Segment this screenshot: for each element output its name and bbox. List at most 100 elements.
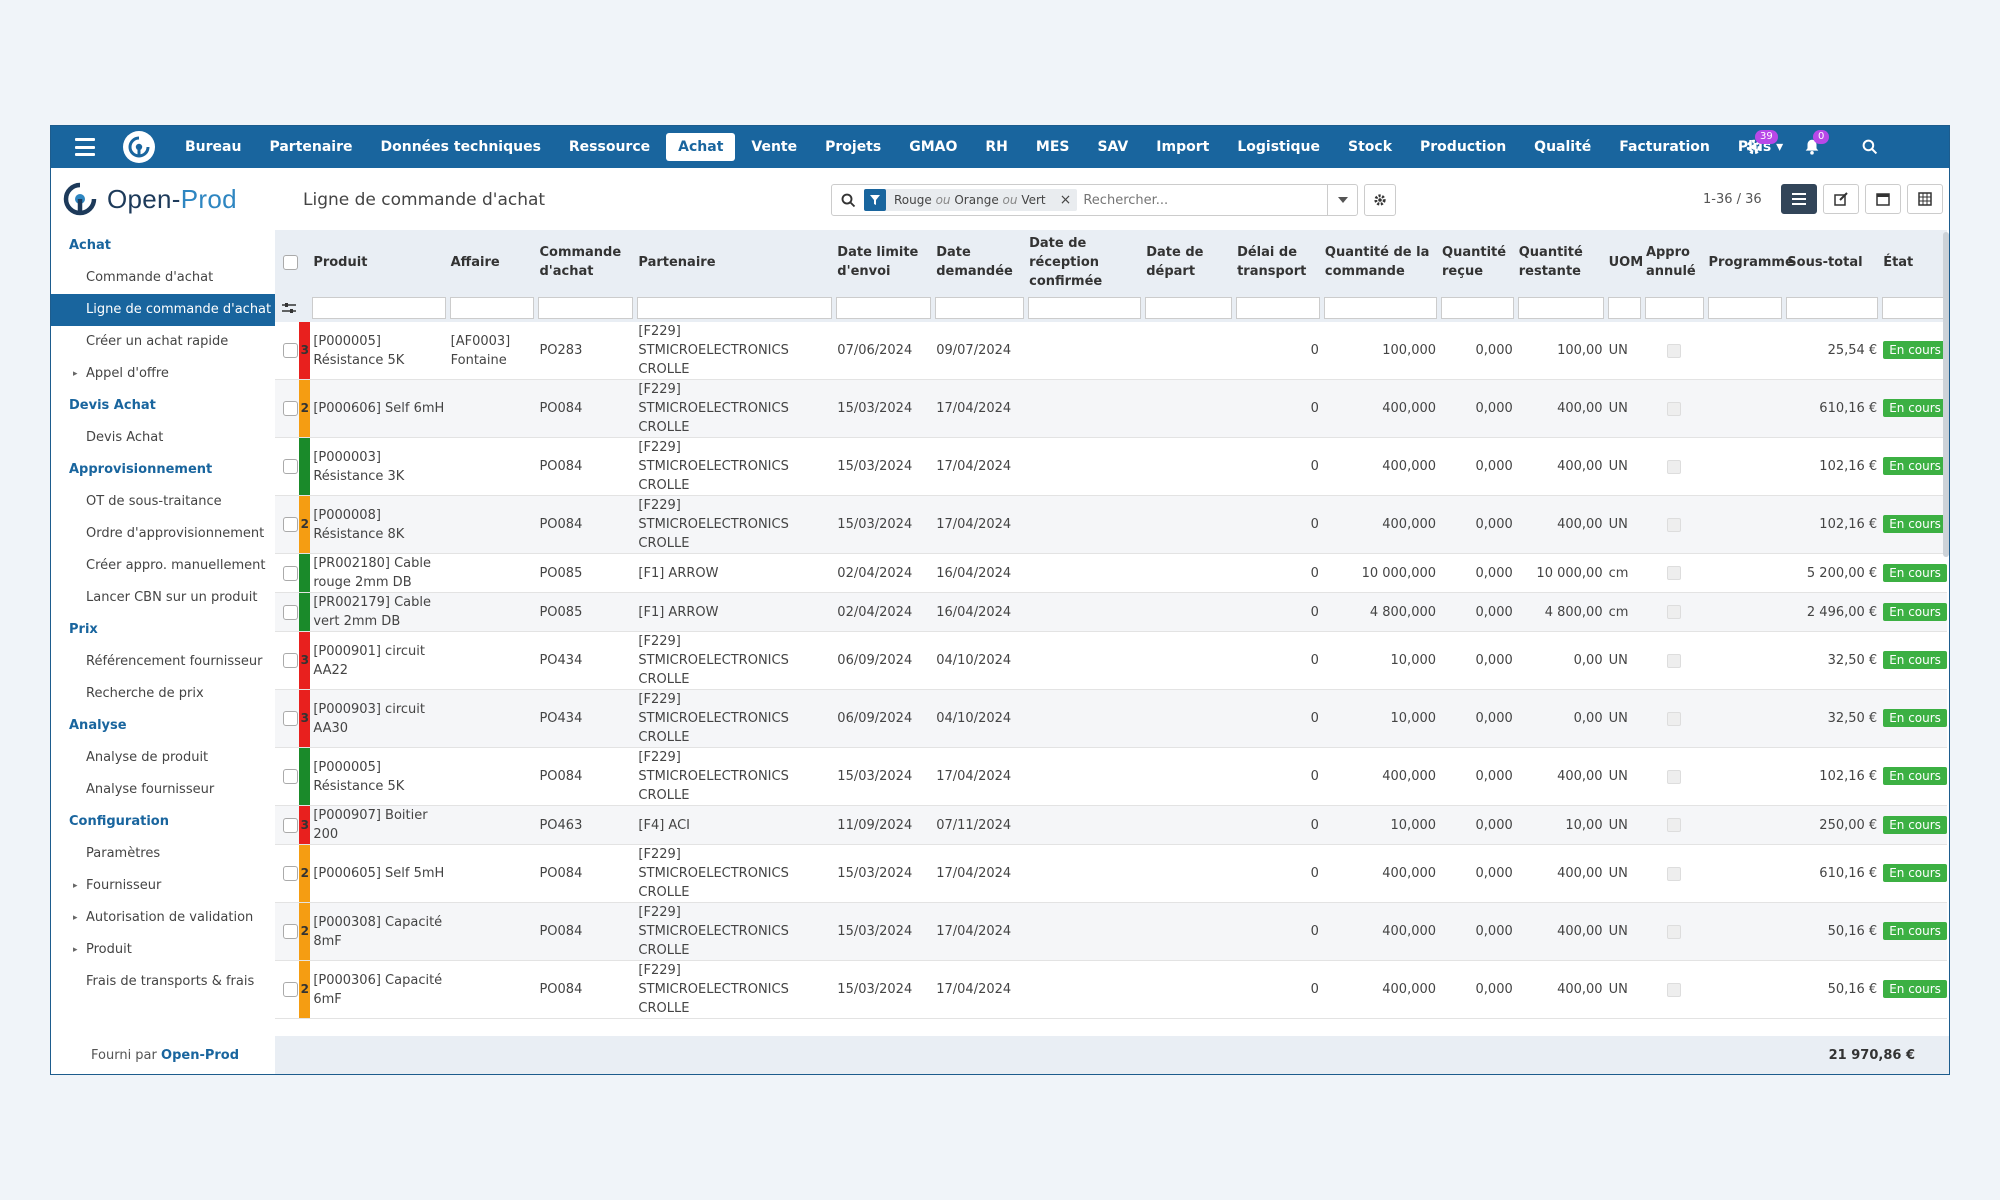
sidebar-item[interactable]: Devis Achat [51, 422, 275, 454]
row-checkbox[interactable] [283, 604, 298, 620]
sidebar-item[interactable]: OT de sous-traitance [51, 486, 275, 518]
sidebar-item[interactable]: Analyse de produit [51, 742, 275, 774]
sidebar-item[interactable]: Ligne de commande d'achat [51, 294, 275, 326]
column-header[interactable]: Quantité restante [1515, 230, 1606, 294]
menu-item[interactable]: Facturation [1619, 139, 1710, 155]
menu-item[interactable]: SAV [1097, 139, 1129, 155]
column-header[interactable]: Commande d'achat [536, 230, 636, 294]
row-checkbox[interactable] [283, 343, 298, 358]
column-header[interactable]: État [1880, 230, 1947, 294]
table-row[interactable]: 2 [P000308] Capacité 8mF PO084 [F229] STMIC… [275, 902, 1947, 961]
sidebar-item[interactable]: Créer un achat rapide [51, 326, 275, 358]
sliders-icon[interactable] [282, 302, 296, 314]
table-row[interactable]: 2 [P000606] Self 6mH PO084 [F229] STMICROEL… [275, 379, 1947, 438]
menu-item[interactable]: RH [985, 139, 1008, 155]
row-checkbox[interactable] [283, 565, 298, 581]
menu-item[interactable]: Import [1156, 139, 1210, 155]
remove-facet-icon[interactable]: × [1059, 192, 1072, 208]
search-settings-button[interactable] [1364, 184, 1396, 216]
sidebar-item[interactable]: Commande d'achat [51, 262, 275, 294]
column-filter-input[interactable] [312, 297, 446, 319]
column-filter-input[interactable] [1028, 297, 1142, 319]
menu-item[interactable]: Stock [1348, 139, 1393, 155]
column-filter-input[interactable] [1323, 297, 1438, 319]
column-header[interactable]: Quantité reçue [1439, 230, 1516, 294]
column-filter-input[interactable] [637, 297, 833, 319]
table-row[interactable]: 3 [P000901] circuit AA22 PO434 [F229] STMIC… [275, 631, 1947, 690]
form-view-button[interactable] [1823, 184, 1859, 214]
sidebar-item[interactable]: ▸ Produit [51, 934, 275, 966]
column-header[interactable]: Produit [310, 230, 448, 294]
sidebar-item[interactable]: ▸ Autorisation de validation [51, 902, 275, 934]
table-row[interactable]: [P000005] Résistance 5K PO084 [F229] STMIC… [275, 747, 1947, 806]
column-filter-input[interactable] [1707, 297, 1783, 319]
row-checkbox[interactable] [283, 982, 298, 997]
row-checkbox[interactable] [283, 653, 298, 668]
column-filter-input[interactable] [1786, 297, 1879, 319]
column-header[interactable]: Programme [1705, 230, 1794, 294]
column-filter-input[interactable] [1236, 297, 1320, 319]
search-input[interactable] [1083, 186, 1327, 214]
pivot-view-button[interactable] [1907, 184, 1943, 214]
menu-toggle-icon[interactable] [75, 138, 95, 156]
sidebar-item[interactable]: Lancer CBN sur un produit [51, 582, 275, 614]
column-header[interactable]: Date limite d'envoi [834, 230, 934, 294]
menu-item[interactable]: Vente [751, 139, 798, 155]
table-row[interactable]: 2 [P000008] Résistance 8K PO084 [F229] STMI… [275, 495, 1947, 554]
row-checkbox[interactable] [283, 866, 298, 881]
row-checkbox[interactable] [283, 924, 298, 939]
sidebar-item[interactable]: ▸ Fournisseur [51, 870, 275, 902]
sidebar-item[interactable]: Analyse fournisseur [51, 774, 275, 806]
column-header[interactable]: Date de départ [1143, 230, 1235, 294]
notification-bell-icon[interactable]: 0 [1801, 130, 1830, 158]
select-all-checkbox[interactable] [283, 254, 298, 270]
column-header[interactable]: Affaire [447, 230, 537, 294]
column-header[interactable]: Date de réception confirmée [1026, 230, 1144, 294]
column-filter-input[interactable] [1145, 297, 1233, 319]
table-row[interactable]: [PR002180] Cable rouge 2mm DB PO085 [F1] A… [275, 553, 1947, 593]
vertical-scrollbar[interactable] [1943, 232, 1949, 557]
menu-item[interactable]: Logistique [1237, 139, 1320, 155]
column-header[interactable]: Appro annulé [1642, 230, 1706, 294]
table-row[interactable]: 2 [P000605] Self 5mH PO084 [F229] STMICROEL… [275, 844, 1947, 903]
sidebar-item[interactable]: Créer appro. manuellement [51, 550, 275, 582]
search-options-dropdown[interactable] [1327, 185, 1357, 215]
column-header[interactable]: Partenaire [635, 230, 835, 294]
menu-item[interactable]: Projets [825, 139, 882, 155]
column-filter-input[interactable] [538, 297, 634, 319]
table-row[interactable]: 3 [P000903] circuit AA30 PO434 [F229] STMIC… [275, 689, 1947, 748]
menu-item[interactable]: Production [1420, 139, 1507, 155]
column-filter-input[interactable] [836, 297, 932, 319]
column-header[interactable]: Quantité de la commande [1321, 230, 1440, 294]
menu-item[interactable]: Données techniques [380, 139, 541, 155]
sidebar-item[interactable]: Ordre d'approvisionnement [51, 518, 275, 550]
column-filter-input[interactable] [1441, 297, 1514, 319]
table-row[interactable]: [P000003] Résistance 3K PO084 [F229] STMIC… [275, 437, 1947, 496]
column-header[interactable]: Sous-total [1784, 230, 1881, 294]
column-filter-input[interactable] [1644, 297, 1704, 319]
row-checkbox[interactable] [283, 459, 298, 474]
table-row[interactable]: 3 [P000005] Résistance 5K [AF0003] Fontain… [275, 322, 1947, 380]
list-view-button[interactable] [1781, 184, 1817, 214]
sidebar-item[interactable]: Référencement fournisseur [51, 646, 275, 678]
menu-item[interactable]: Qualité [1534, 139, 1592, 155]
column-filter-input[interactable] [935, 297, 1025, 319]
menu-item[interactable]: MES [1035, 139, 1070, 155]
row-checkbox[interactable] [283, 817, 298, 833]
menu-item[interactable]: Bureau [185, 139, 242, 155]
column-filter-input[interactable] [1517, 297, 1604, 319]
column-filter-input[interactable] [1607, 297, 1641, 319]
column-header[interactable]: Délai de transport [1234, 230, 1322, 294]
row-checkbox[interactable] [283, 711, 298, 726]
table-row[interactable]: [PR002179] Cable vert 2mm DB PO085 [F1] AR… [275, 592, 1947, 632]
sidebar-item[interactable]: Frais de transports & frais [51, 966, 275, 998]
menu-item[interactable]: Ressource [568, 139, 651, 155]
menu-item[interactable]: GMAO [909, 139, 958, 155]
table-row[interactable]: 2 [P000306] Capacité 6mF PO084 [F229] STMIC… [275, 960, 1947, 1019]
menu-item[interactable]: Partenaire [269, 139, 353, 155]
table-row[interactable]: 3 [P000907] Boitier 200 PO463 [F4] ACI 11/09… [275, 805, 1947, 845]
pager-value[interactable]: 1-36 / 36 [1703, 192, 1762, 207]
row-checkbox[interactable] [283, 517, 298, 532]
column-filter-input[interactable] [449, 297, 535, 319]
row-checkbox[interactable] [283, 401, 298, 416]
